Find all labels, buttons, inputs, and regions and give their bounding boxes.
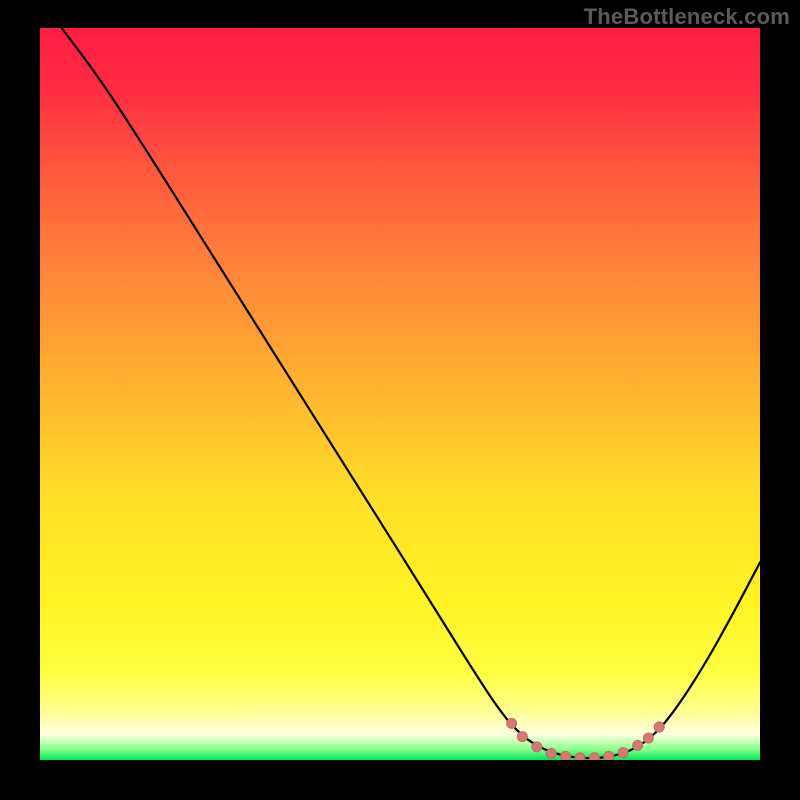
valley-marker [654, 722, 664, 732]
gradient-background [40, 28, 760, 760]
chart-container: TheBottleneck.com [0, 0, 800, 800]
watermark-text: TheBottleneck.com [584, 4, 790, 30]
valley-marker [604, 751, 614, 760]
valley-marker [633, 740, 643, 750]
valley-marker [546, 748, 556, 758]
valley-marker [517, 732, 527, 742]
valley-marker [575, 753, 585, 760]
valley-marker [532, 742, 542, 752]
valley-marker [507, 718, 517, 728]
plot-svg [40, 28, 760, 760]
plot-area [40, 28, 760, 760]
valley-marker [618, 748, 628, 758]
valley-marker [589, 753, 599, 760]
valley-marker [561, 751, 571, 760]
valley-marker [643, 733, 653, 743]
